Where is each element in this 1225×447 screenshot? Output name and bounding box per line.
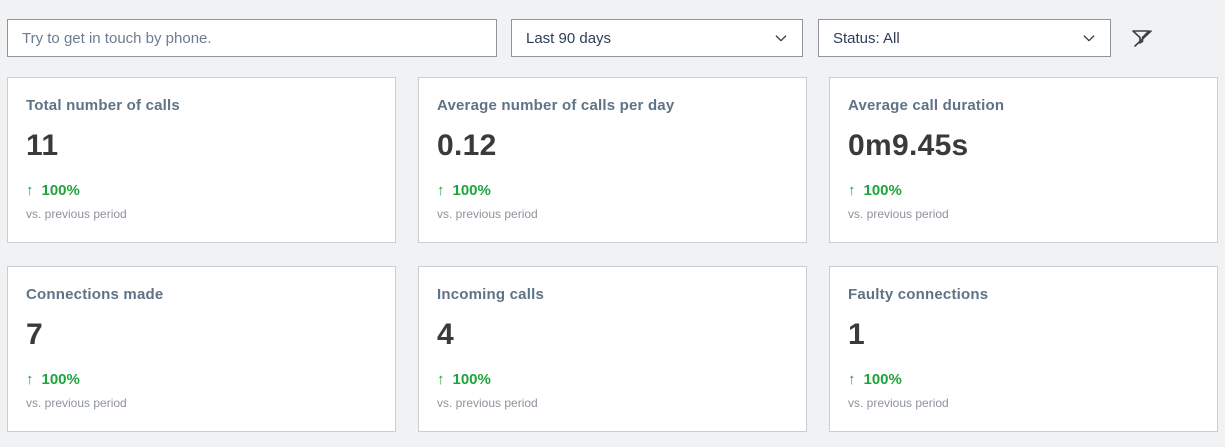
kpi-card-faulty-connections: Faulty connections 1 ↑ 100% vs. previous… [829, 266, 1218, 432]
card-trend: ↑ 100% [437, 182, 788, 199]
trend-percentage: 100% [452, 182, 491, 199]
status-dropdown-value: Status: All [833, 29, 900, 47]
trend-percentage: 100% [863, 371, 902, 388]
card-trend: ↑ 100% [848, 182, 1199, 199]
kpi-card-total-calls: Total number of calls 11 ↑ 100% vs. prev… [7, 77, 396, 243]
card-trend: ↑ 100% [848, 371, 1199, 388]
period-dropdown[interactable]: Last 90 days [511, 19, 803, 57]
card-value: 0m9.45s [848, 129, 969, 162]
period-dropdown-value: Last 90 days [526, 29, 612, 47]
comparison-label: vs. previous period [437, 396, 538, 410]
trend-up-arrow-icon: ↑ [437, 182, 445, 199]
trend-up-arrow-icon: ↑ [437, 371, 445, 388]
card-trend: ↑ 100% [26, 182, 377, 199]
trend-percentage: 100% [452, 371, 491, 388]
kpi-card-incoming-calls: Incoming calls 4 ↑ 100% vs. previous per… [418, 266, 807, 432]
card-value: 1 [848, 318, 865, 351]
dashboard-page: Last 90 days Status: All [7, 19, 1218, 432]
card-value: 4 [437, 318, 454, 351]
kpi-card-avg-calls-per-day: Average number of calls per day 0.12 ↑ 1… [418, 77, 807, 243]
trend-percentage: 100% [41, 182, 80, 199]
filter-clear-icon [1130, 26, 1154, 50]
trend-up-arrow-icon: ↑ [848, 182, 856, 199]
chevron-down-icon [1081, 30, 1097, 46]
trend-up-arrow-icon: ↑ [26, 371, 34, 388]
card-title: Faulty connections [848, 286, 989, 303]
trend-up-arrow-icon: ↑ [848, 371, 856, 388]
card-title: Connections made [26, 286, 164, 303]
kpi-cards-grid: Total number of calls 11 ↑ 100% vs. prev… [7, 77, 1218, 432]
card-title: Average number of calls per day [437, 97, 675, 114]
card-value: 0.12 [437, 129, 497, 162]
card-trend: ↑ 100% [26, 371, 377, 388]
card-title: Incoming calls [437, 286, 544, 303]
comparison-label: vs. previous period [26, 207, 127, 221]
clear-filters-button[interactable] [1128, 24, 1156, 52]
card-value: 11 [26, 129, 59, 162]
filters-toolbar: Last 90 days Status: All [7, 19, 1218, 57]
trend-percentage: 100% [863, 182, 902, 199]
kpi-card-avg-call-duration: Average call duration 0m9.45s ↑ 100% vs.… [829, 77, 1218, 243]
comparison-label: vs. previous period [26, 396, 127, 410]
card-title: Total number of calls [26, 97, 180, 114]
kpi-card-connections-made: Connections made 7 ↑ 100% vs. previous p… [7, 266, 396, 432]
card-title: Average call duration [848, 97, 1005, 114]
search-input[interactable] [7, 19, 497, 57]
card-value: 7 [26, 318, 43, 351]
trend-up-arrow-icon: ↑ [26, 182, 34, 199]
card-trend: ↑ 100% [437, 371, 788, 388]
chevron-down-icon [773, 30, 789, 46]
trend-percentage: 100% [41, 371, 80, 388]
comparison-label: vs. previous period [848, 207, 949, 221]
comparison-label: vs. previous period [848, 396, 949, 410]
comparison-label: vs. previous period [437, 207, 538, 221]
status-dropdown[interactable]: Status: All [818, 19, 1111, 57]
